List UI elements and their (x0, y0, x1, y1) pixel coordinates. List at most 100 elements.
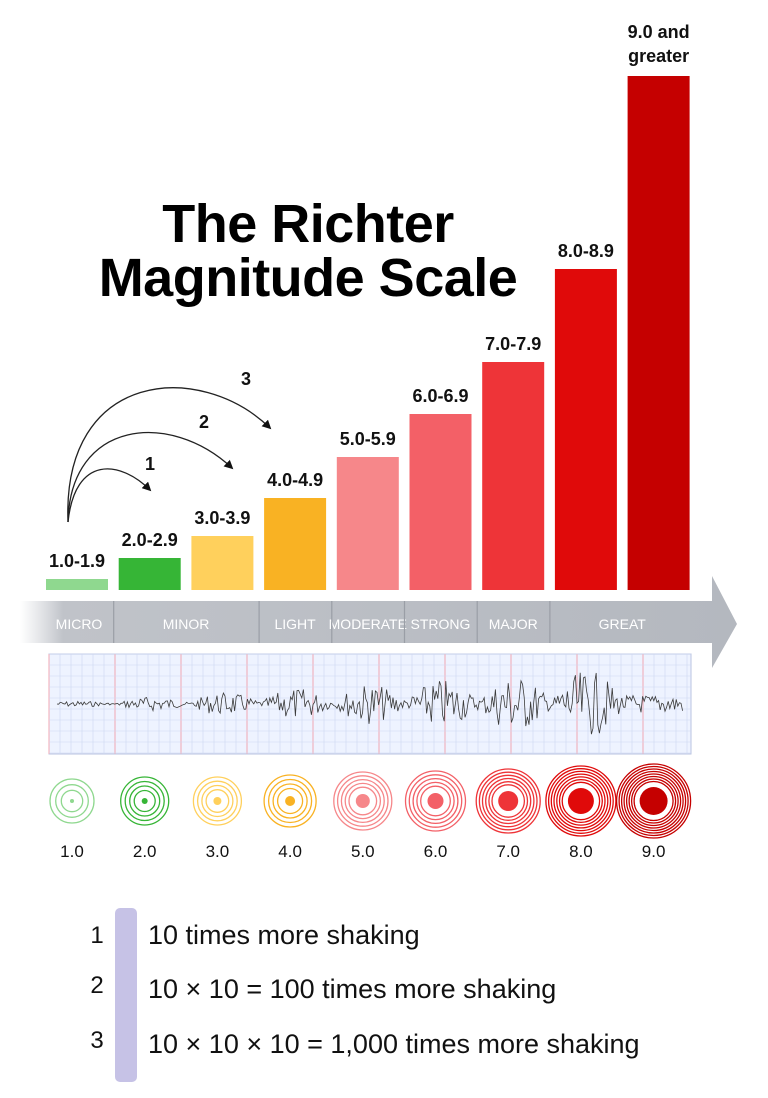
legend-text: 10 times more shaking (148, 920, 420, 950)
bar (627, 76, 690, 590)
class-label: MINOR (163, 616, 210, 632)
ring (485, 777, 532, 825)
bar-label: 5.0-5.9 (340, 429, 396, 449)
ring (348, 786, 378, 816)
ring (120, 776, 170, 826)
ring-core (639, 787, 668, 815)
richter-bar-chart: 1.0-1.9 2.0-2.9 3.0-3.9 4.0-4.9 5.0-5.9 6.0-6… (20, 22, 737, 861)
magnitude-label: 3.0 (206, 842, 230, 861)
ring (550, 770, 612, 832)
ring (267, 778, 313, 824)
ring (553, 773, 609, 829)
bar-label: 1.0-1.9 (49, 551, 105, 571)
ring (547, 768, 614, 834)
ring (556, 776, 606, 826)
ring (623, 770, 684, 832)
ring (336, 775, 389, 827)
ring (625, 773, 682, 829)
ring-core (141, 798, 148, 804)
ring (481, 774, 535, 828)
bar-label: 8.0-8.9 (558, 241, 614, 261)
seismogram-trace (56, 672, 683, 735)
magnitude-label: 8.0 (569, 842, 593, 861)
ring (618, 765, 689, 837)
magnitude-label: 1.0 (60, 842, 84, 861)
ring (488, 781, 529, 821)
class-label: MAJOR (489, 616, 538, 632)
bar-label-line: 9.0 and (628, 22, 690, 42)
shaking-rings-icon (49, 778, 95, 824)
ring (133, 789, 156, 813)
ring (478, 771, 538, 831)
bar-label: 3.0-3.9 (194, 508, 250, 528)
ring-core (285, 796, 296, 806)
legend-number: 1 (90, 922, 104, 949)
ring (615, 763, 692, 839)
seismogram-panel (48, 653, 692, 755)
jump-label: 3 (241, 369, 251, 389)
class-label: MODERATE (329, 616, 407, 632)
ring (201, 784, 234, 818)
ring-core (355, 794, 370, 808)
ring (205, 789, 230, 813)
ring (620, 768, 687, 834)
shaking-rings-icon (545, 765, 617, 837)
ring (630, 778, 677, 824)
shaking-rings-icon (263, 774, 317, 828)
ring (408, 774, 463, 828)
bar-label: 2.0-2.9 (122, 530, 178, 550)
shaking-rings-icon (333, 771, 393, 831)
ring (558, 778, 603, 824)
shaking-rings-icon (120, 776, 170, 826)
ring (60, 789, 84, 813)
bar (336, 457, 399, 590)
chart-title-line-2: Magnitude Scale (98, 248, 518, 308)
class-label: GREAT (599, 616, 647, 632)
shaking-rings-icon (192, 776, 243, 826)
bar-label: 9.0 and greater (628, 22, 690, 66)
bar (482, 362, 545, 590)
bar-label: 4.0-4.9 (267, 470, 323, 490)
ring (491, 784, 526, 818)
ring (545, 765, 617, 837)
ring (263, 774, 317, 828)
jump-arrow (67, 387, 272, 523)
ring (420, 785, 451, 817)
bar (409, 414, 472, 590)
ring-core (70, 799, 74, 803)
legend-number: 3 (90, 1027, 104, 1054)
ring (475, 768, 541, 834)
magnitude-label: 4.0 (278, 842, 302, 861)
legend-text: 10 × 10 × 10 = 1,000 times more shaking (148, 1029, 640, 1059)
jump-arrow (67, 468, 152, 523)
ring (404, 770, 467, 832)
ring (561, 781, 601, 821)
bar (118, 558, 181, 590)
ring-core (567, 788, 594, 814)
ring (124, 780, 165, 822)
bar (554, 269, 617, 590)
ring (628, 775, 679, 827)
bar-label: 7.0-7.9 (485, 334, 541, 354)
bar (191, 536, 254, 590)
ring (272, 783, 308, 819)
magnitude-label: 6.0 (424, 842, 448, 861)
magnitude-label: 9.0 (642, 842, 666, 861)
classification-axis-arrow (20, 576, 737, 668)
bar-label: 6.0-6.9 (412, 386, 468, 406)
jump-label: 2 (199, 412, 209, 432)
ring (633, 780, 674, 822)
class-label: LIGHT (274, 616, 316, 632)
magnitude-label: 5.0 (351, 842, 375, 861)
jump-label: 1 (145, 454, 155, 474)
ring-core (213, 797, 222, 805)
legend-text: 10 × 10 = 100 times more shaking (148, 974, 557, 1004)
legend-number: 2 (90, 972, 104, 999)
ring-core (427, 793, 444, 809)
ring (340, 778, 385, 824)
ring (416, 781, 455, 821)
ring (129, 785, 161, 817)
class-label: MICRO (56, 616, 103, 632)
bar (46, 579, 108, 590)
